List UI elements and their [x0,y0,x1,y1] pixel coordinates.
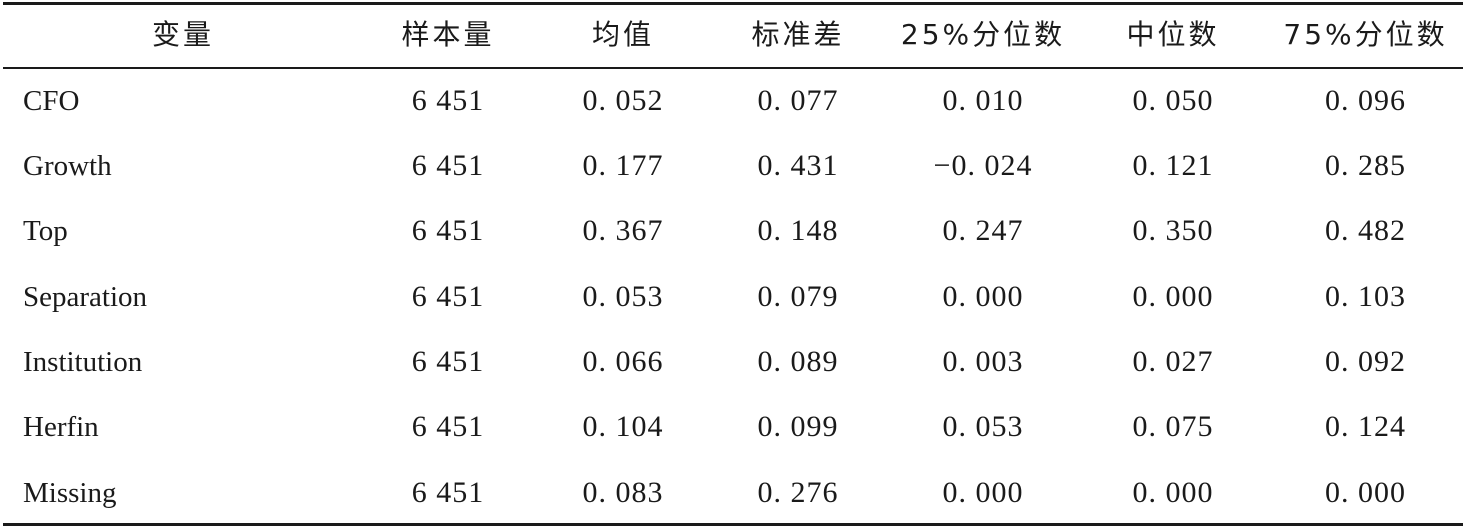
cell-median: 0. 350 [1132,214,1214,247]
cell-std-dev: 0. 099 [757,410,839,443]
cell-mean: 0. 367 [582,214,664,247]
cell-p75: 0. 482 [1325,214,1406,247]
header-median: 中位数 [1126,18,1220,51]
table-row: Institution 6 451 0. 066 0. 089 0. 003 0… [3,332,1463,392]
cell-p25: 0. 000 [942,476,1024,509]
header-p75: 75%分位数 [1283,18,1448,51]
table-header-row: 变量 样本量 均值 标准差 25%分位数 中位数 75%分位数 [3,5,1463,65]
cell-variable: CFO [23,85,80,117]
cell-p25: 0. 010 [942,84,1024,117]
table-row: Top 6 451 0. 367 0. 148 0. 247 0. 350 0.… [3,201,1463,261]
cell-variable: Separation [23,281,148,313]
cell-p25: 0. 000 [942,280,1024,313]
table-row: Separation 6 451 0. 053 0. 079 0. 000 0.… [3,267,1463,327]
table-row: Missing 6 451 0. 083 0. 276 0. 000 0. 00… [3,463,1463,523]
table-row: Growth 6 451 0. 177 0. 431 −0. 024 0. 12… [3,136,1463,196]
header-sample-size: 样本量 [401,18,495,51]
table-row: CFO 6 451 0. 052 0. 077 0. 010 0. 050 0.… [3,71,1463,131]
table-header-rule [3,67,1463,69]
cell-mean: 0. 066 [582,345,664,378]
cell-p25: −0. 024 [933,149,1033,182]
cell-mean: 0. 177 [582,149,664,182]
table-top-rule [3,2,1463,5]
cell-std-dev: 0. 276 [757,476,839,509]
cell-sample-size: 6 451 [411,410,485,443]
cell-median: 0. 075 [1132,410,1214,443]
cell-std-dev: 0. 148 [757,214,839,247]
cell-mean: 0. 104 [582,410,664,443]
table-row: Herfin 6 451 0. 104 0. 099 0. 053 0. 075… [3,397,1463,457]
cell-std-dev: 0. 089 [757,345,839,378]
cell-sample-size: 6 451 [411,345,485,378]
cell-variable: Growth [23,150,112,182]
cell-p75: 0. 103 [1325,280,1406,313]
cell-mean: 0. 083 [582,476,664,509]
descriptive-statistics-table: 变量 样本量 均值 标准差 25%分位数 中位数 75%分位数 CFO 6 45… [3,0,1463,529]
cell-p25: 0. 247 [942,214,1024,247]
cell-p25: 0. 003 [942,345,1024,378]
cell-median: 0. 000 [1132,476,1214,509]
cell-variable: Herfin [23,411,99,443]
cell-std-dev: 0. 431 [757,149,839,182]
header-variable: 变量 [151,18,214,51]
cell-variable: Institution [23,346,143,378]
cell-variable: Missing [23,477,117,509]
header-std-dev: 标准差 [751,18,845,51]
cell-sample-size: 6 451 [411,280,485,313]
table-bottom-rule [3,523,1463,526]
header-p25: 25%分位数 [900,18,1066,51]
cell-sample-size: 6 451 [411,149,485,182]
cell-p75: 0. 285 [1325,149,1406,182]
cell-sample-size: 6 451 [411,476,485,509]
cell-std-dev: 0. 077 [757,84,839,117]
cell-sample-size: 6 451 [411,214,485,247]
cell-median: 0. 121 [1132,149,1214,182]
cell-std-dev: 0. 079 [757,280,839,313]
cell-p75: 0. 000 [1325,476,1406,509]
cell-mean: 0. 052 [582,84,664,117]
cell-p75: 0. 124 [1325,410,1406,443]
cell-p25: 0. 053 [942,410,1024,443]
cell-p75: 0. 096 [1325,84,1406,117]
cell-p75: 0. 092 [1325,345,1406,378]
cell-median: 0. 050 [1132,84,1214,117]
cell-median: 0. 027 [1132,345,1214,378]
cell-sample-size: 6 451 [411,84,485,117]
cell-median: 0. 000 [1132,280,1214,313]
cell-mean: 0. 053 [582,280,664,313]
header-mean: 均值 [591,18,654,51]
cell-variable: Top [23,215,68,247]
